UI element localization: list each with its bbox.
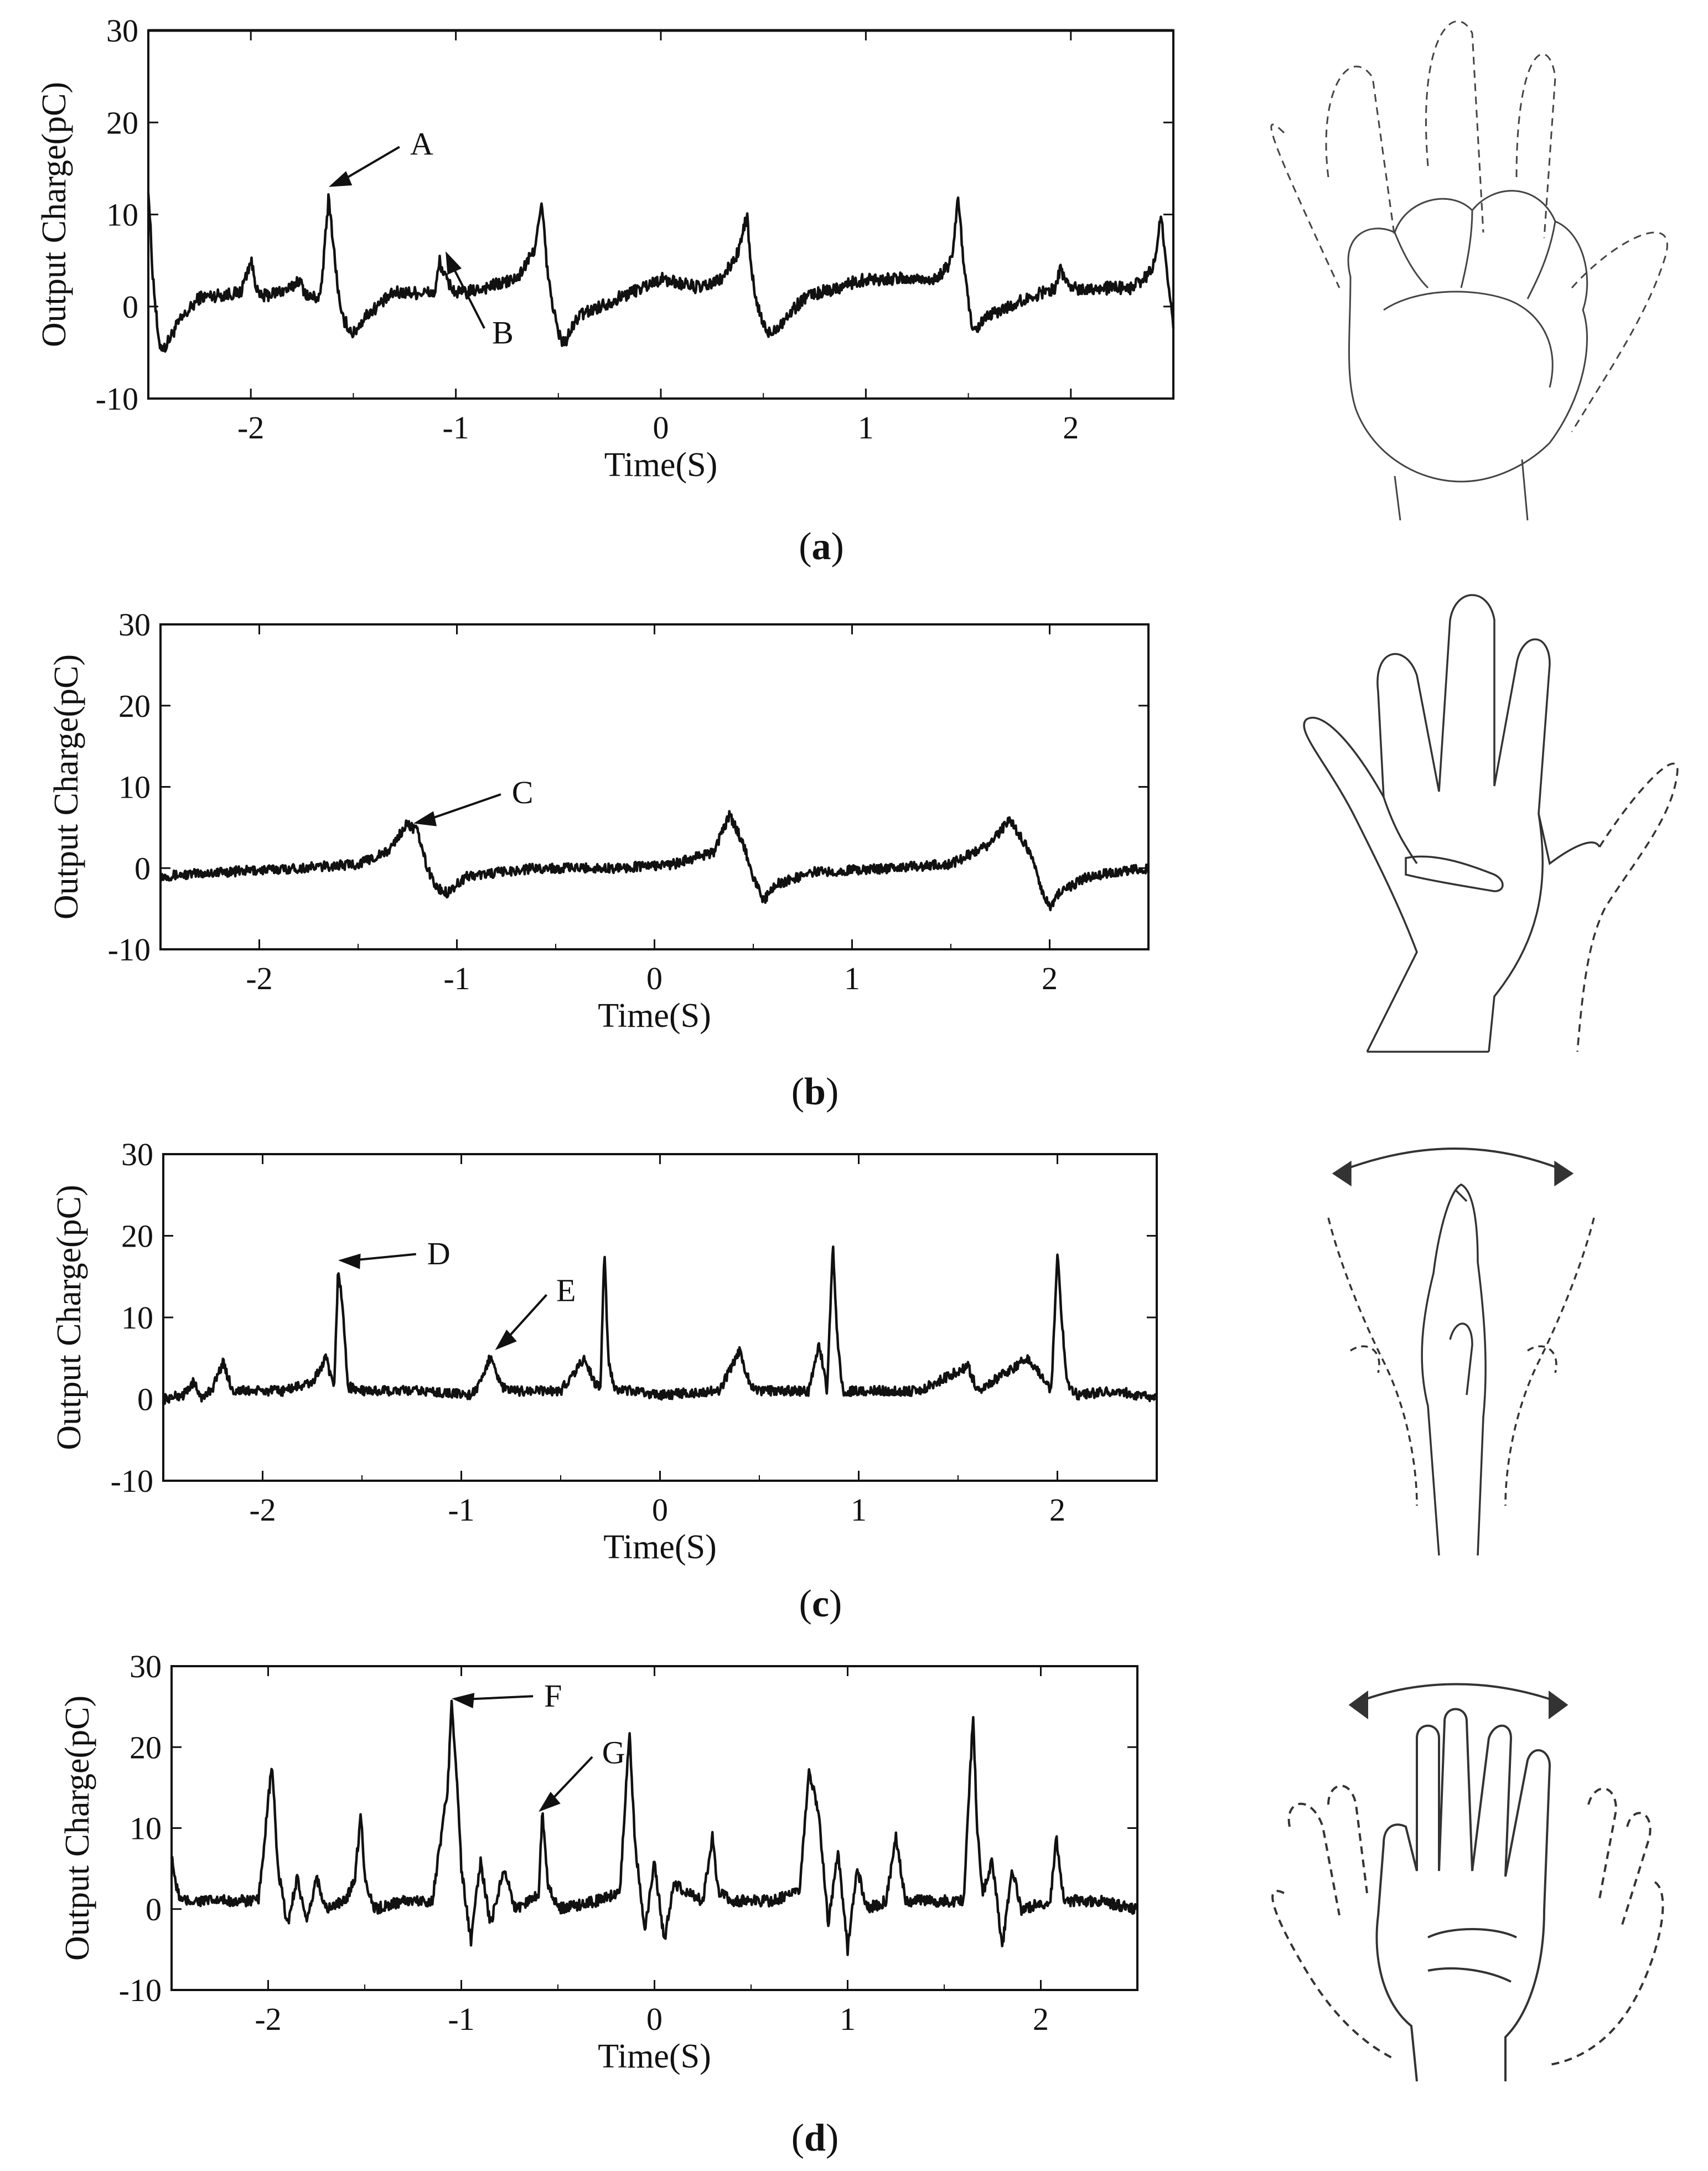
x-tick-label: -2: [246, 960, 272, 996]
annotation-arrow-head: [328, 171, 353, 187]
annotation-label-G: G: [602, 1735, 625, 1771]
y-tick-label: 20: [118, 688, 151, 724]
y-tick-label: 10: [118, 769, 151, 805]
annotation-arrow-head: [452, 1693, 475, 1709]
x-tick-label: -1: [442, 410, 469, 446]
x-axis-title: Time(S): [603, 1528, 716, 1566]
annotation-arrow-head: [446, 251, 462, 275]
x-tick-label: 0: [653, 410, 669, 446]
y-axis-title: Output Charge(pC): [48, 654, 85, 919]
y-tick-label: -10: [96, 381, 138, 417]
y-tick-label: 10: [106, 197, 138, 233]
annotation-label-D: D: [427, 1236, 451, 1271]
y-tick-label: 30: [106, 13, 138, 49]
x-tick-label: -1: [448, 2001, 474, 2037]
y-axis-title: Output Charge(pC): [35, 82, 73, 347]
x-axis-title: Time(S): [604, 446, 717, 484]
series-line: [170, 1699, 1139, 1956]
x-tick-label: -2: [255, 2001, 281, 2037]
x-tick-label: -1: [443, 960, 470, 996]
plot-frame: [162, 1153, 1158, 1482]
y-tick-label: 30: [121, 1136, 153, 1172]
y-tick-label: 0: [122, 289, 138, 325]
annotation-label-C: C: [512, 774, 534, 810]
annotation-label-E: E: [556, 1273, 576, 1309]
y-tick-label: 20: [106, 105, 138, 141]
x-tick-label: 1: [840, 2001, 856, 2037]
x-axis-title: Time(S): [598, 997, 711, 1035]
x-tick-label: 1: [851, 1492, 867, 1528]
annotation-label-F: F: [544, 1678, 562, 1714]
annotation-arrow-shaft: [422, 793, 501, 823]
y-tick-label: -10: [111, 1463, 153, 1499]
series-line: [147, 193, 1175, 353]
y-tick-label: 0: [137, 1382, 153, 1418]
y-tick-label: 0: [134, 850, 151, 886]
series-line: [162, 1245, 1157, 1405]
side-wave-hand-icon: [1328, 1149, 1594, 1555]
y-tick-label: 0: [146, 1891, 162, 1927]
panel-caption: (b): [791, 1071, 839, 1113]
x-tick-label: -1: [448, 1492, 474, 1528]
x-tick-label: 0: [652, 1492, 668, 1528]
panel-caption: (d): [791, 2117, 839, 2159]
y-tick-label: 20: [130, 1729, 162, 1765]
annotation-label-B: B: [492, 314, 514, 350]
y-axis-title: Output Charge(pC): [59, 1696, 96, 1961]
annotation-arrow-shaft: [448, 260, 485, 329]
x-tick-label: -2: [249, 1492, 276, 1528]
x-tick-label: 2: [1042, 960, 1058, 996]
annotation-arrow-head: [539, 1791, 561, 1812]
y-tick-label: 10: [130, 1811, 162, 1847]
fist-hand-icon: [1271, 21, 1668, 520]
plot-frame: [147, 29, 1174, 400]
y-tick-label: 30: [118, 607, 151, 643]
y-tick-label: 10: [121, 1300, 153, 1336]
annotation-arrow-head: [495, 1330, 517, 1350]
x-tick-label: 1: [844, 960, 860, 996]
annotation-label-A: A: [410, 126, 433, 162]
x-tick-label: 2: [1049, 1492, 1065, 1528]
x-tick-label: 0: [646, 2001, 663, 2037]
series-line: [159, 810, 1150, 912]
plot-frame: [170, 1665, 1138, 1991]
y-tick-label: 20: [121, 1218, 153, 1254]
plot-frame: [159, 623, 1150, 950]
x-tick-label: 2: [1033, 2001, 1049, 2037]
y-axis-title: Output Charge(pC): [50, 1185, 88, 1450]
x-tick-label: 2: [1063, 410, 1079, 446]
open-palm-hand-icon: [1304, 595, 1678, 1052]
panel-caption: (c): [799, 1583, 842, 1625]
annotation-arrow-head: [413, 811, 437, 826]
y-tick-label: 30: [130, 1648, 162, 1684]
y-tick-label: -10: [119, 1972, 162, 2008]
annotation-arrow-head: [338, 1253, 361, 1269]
x-axis-title: Time(S): [598, 2038, 711, 2075]
y-tick-label: -10: [108, 932, 151, 968]
x-tick-label: 0: [646, 960, 663, 996]
x-tick-label: 1: [858, 410, 874, 446]
x-tick-label: -2: [237, 410, 264, 446]
front-wave-hand-icon: [1272, 1684, 1663, 2082]
panel-caption: (a): [799, 525, 844, 568]
